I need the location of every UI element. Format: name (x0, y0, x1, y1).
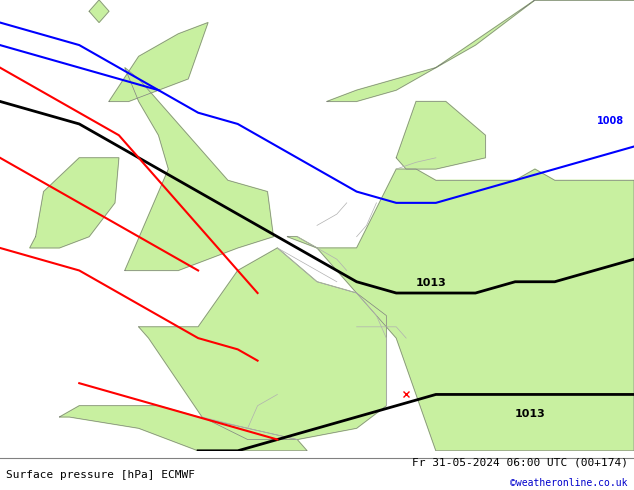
Text: ©weatheronline.co.uk: ©weatheronline.co.uk (510, 478, 628, 488)
Polygon shape (30, 158, 119, 248)
Polygon shape (396, 101, 486, 169)
Polygon shape (139, 248, 386, 440)
Polygon shape (60, 406, 307, 451)
Polygon shape (109, 23, 208, 101)
Text: 1013: 1013 (515, 409, 546, 419)
Polygon shape (327, 0, 634, 101)
Polygon shape (125, 68, 273, 270)
Text: Fr 31-05-2024 06:00 UTC (00+174): Fr 31-05-2024 06:00 UTC (00+174) (411, 458, 628, 468)
Polygon shape (287, 169, 634, 451)
Text: Surface pressure [hPa] ECMWF: Surface pressure [hPa] ECMWF (6, 470, 195, 480)
Text: 1008: 1008 (597, 116, 624, 126)
Polygon shape (89, 0, 109, 23)
Text: 1013: 1013 (416, 278, 447, 288)
